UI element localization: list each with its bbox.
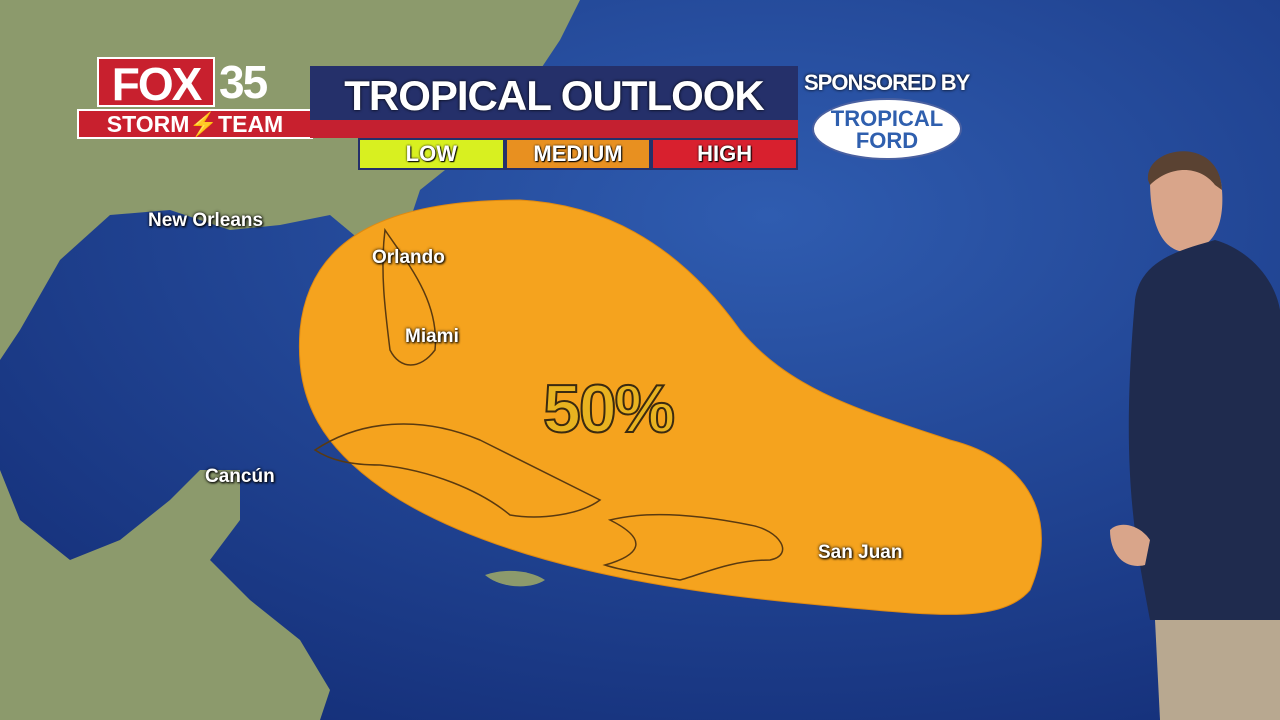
presenter-face — [1150, 153, 1223, 252]
outlook-chance: 50% — [542, 370, 676, 448]
fox-wordmark: FOX — [97, 57, 215, 109]
hispaniola-outline — [602, 513, 784, 581]
city-label-cancun: Cancún — [205, 466, 275, 487]
presenter-suit — [1128, 240, 1280, 620]
outlook-cone — [298, 199, 1042, 615]
title-bar: TROPICAL OUTLOOK — [310, 66, 798, 120]
city-label-miami: Miami — [405, 326, 459, 347]
title-underline — [310, 120, 798, 138]
legend-low: LOW — [360, 140, 503, 168]
presenter-hair — [1147, 151, 1222, 190]
city-label-orlando: Orlando — [372, 247, 445, 268]
mexico-landmass — [0, 470, 330, 720]
sponsor-logo: TROPICAL FORD — [812, 98, 962, 160]
jamaica — [485, 570, 545, 587]
legend-high: HIGH — [653, 140, 797, 168]
sponsor-name-line1: TROPICAL — [830, 106, 944, 131]
city-label-new-orleans: New Orleans — [148, 210, 264, 231]
sponsored-by-label: SPONSORED BY — [804, 70, 970, 95]
cuba-outline — [313, 423, 602, 518]
city-label-san-juan: San Juan — [818, 542, 903, 563]
channel-number: 35 — [219, 56, 268, 108]
florida-outline — [382, 227, 437, 366]
title: TROPICAL OUTLOOK — [344, 72, 765, 119]
presenter-hand — [1110, 524, 1150, 566]
presenter-trousers — [1155, 620, 1280, 720]
storm-team-badge: STORM⚡TEAM — [77, 109, 313, 139]
sponsor-name-line2: FORD — [855, 128, 919, 153]
risk-legend: LOW MEDIUM HIGH — [358, 138, 798, 170]
meteorologist — [1110, 151, 1280, 720]
legend-medium: MEDIUM — [506, 140, 650, 168]
